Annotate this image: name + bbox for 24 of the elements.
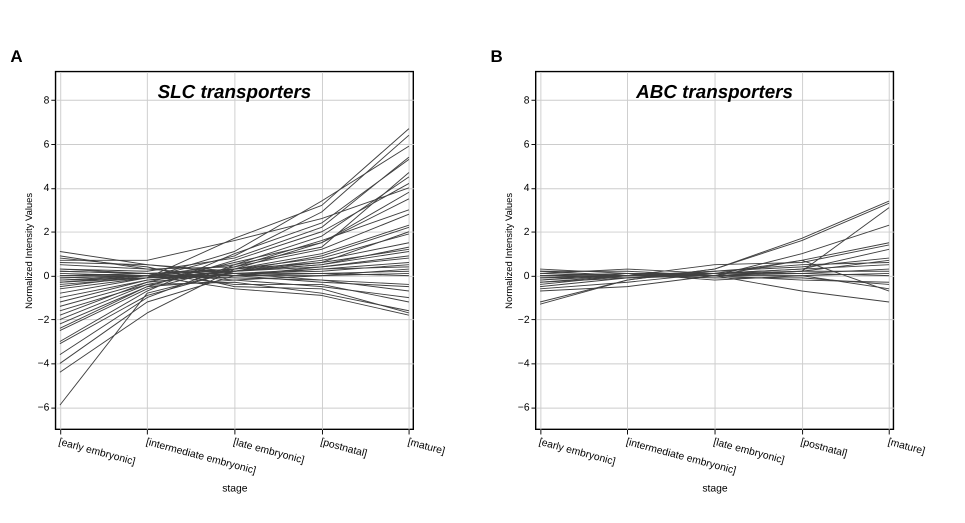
x-axis-title: stage	[702, 484, 728, 495]
y-tick-label: −4	[38, 358, 50, 370]
y-tick-label: 0	[44, 270, 50, 282]
y-tick-label: 2	[44, 227, 50, 238]
y-tick-label: 6	[44, 139, 50, 150]
x-axis-title: stage	[222, 484, 248, 495]
y-tick-label: 8	[524, 95, 530, 106]
text: B	[490, 47, 503, 66]
y-tick-label: −2	[518, 314, 530, 326]
y-tick-label: 2	[524, 227, 530, 238]
y-tick-label: −2	[38, 314, 50, 326]
y-tick-label: 6	[524, 139, 530, 150]
y-tick-label: 4	[524, 183, 530, 194]
y-tick-label: −4	[518, 358, 530, 370]
y-axis-title: Normalized Intensity Values	[22, 192, 34, 309]
y-tick-label: −6	[518, 402, 530, 414]
text: A	[10, 47, 23, 66]
y-tick-label: 8	[44, 95, 50, 106]
y-axis-title: Normalized Intensity Values	[503, 192, 514, 309]
y-tick-label: 0	[524, 270, 530, 282]
text: ABC transporters	[635, 80, 793, 102]
y-tick-label: −6	[38, 402, 50, 414]
y-tick-label: 4	[44, 183, 50, 194]
text: SLC transporters	[158, 80, 312, 102]
